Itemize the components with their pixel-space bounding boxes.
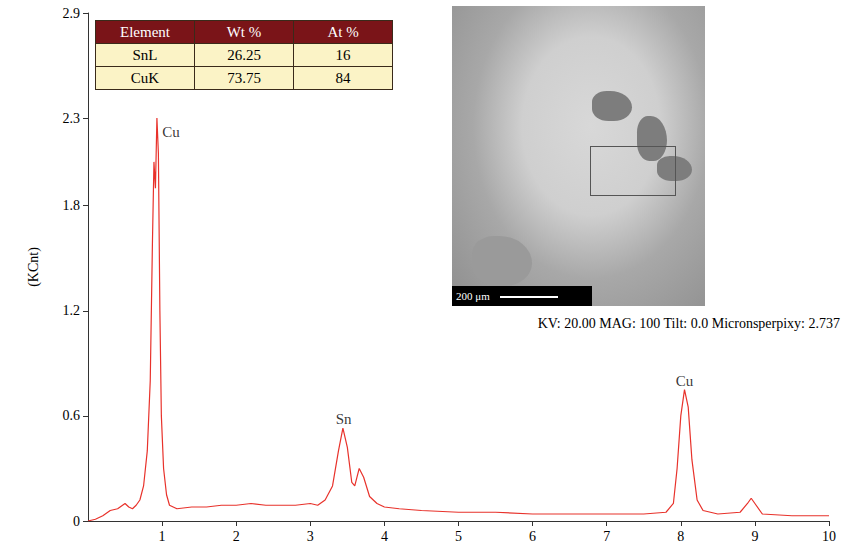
svg-text:Cu: Cu — [676, 373, 694, 389]
html-text:KV: 20.00 MAG: 100 Tilt: 0.0 M: KV: 20.00 MAG: 100 Tilt: 0.0 Micronsperp… — [537, 316, 840, 331]
svg-text:9: 9 — [751, 529, 758, 544]
svg-text:5: 5 — [455, 529, 462, 544]
svg-text:3: 3 — [307, 529, 314, 544]
svg-text:1: 1 — [159, 529, 166, 544]
svg-text:0: 0 — [73, 514, 80, 529]
html-text:73.75: 73.75 — [227, 69, 261, 86]
svg-text:6: 6 — [529, 529, 536, 544]
svg-text:Cu: Cu — [162, 124, 180, 140]
svg-text:7: 7 — [603, 529, 610, 544]
svg-text:0.6: 0.6 — [63, 408, 81, 423]
html-text:84: 84 — [335, 69, 351, 86]
svg-text:(KCnt): (KCnt) — [26, 247, 42, 287]
html-text:At %: At % — [327, 23, 359, 40]
html-text:Element: Element — [120, 23, 170, 40]
svg-text:1.2: 1.2 — [63, 303, 81, 318]
html-text:26.25: 26.25 — [227, 46, 261, 63]
svg-text:4: 4 — [381, 529, 388, 544]
html-text:Wt %: Wt % — [226, 23, 262, 40]
svg-text:2.3: 2.3 — [63, 111, 81, 126]
svg-text:10: 10 — [822, 529, 836, 544]
html-text:SnL: SnL — [132, 46, 158, 63]
html-text:16: 16 — [335, 46, 351, 63]
svg-text:1.8: 1.8 — [63, 198, 81, 213]
svg-text:2.9: 2.9 — [63, 6, 81, 21]
svg-text:2: 2 — [233, 529, 240, 544]
html-text:CuK: CuK — [130, 69, 160, 86]
svg-text:8: 8 — [677, 529, 684, 544]
html-text:200 μm: 200 μm — [456, 290, 490, 302]
svg-text:Sn: Sn — [336, 411, 352, 427]
